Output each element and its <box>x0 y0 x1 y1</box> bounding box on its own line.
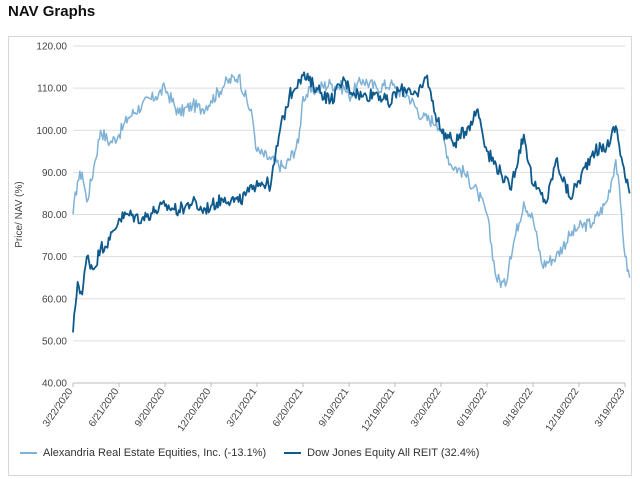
x-tick-label: 3/20/2022 <box>409 386 444 429</box>
y-tick-label: 90.00 <box>42 168 67 179</box>
legend-swatch-alexandria <box>20 452 37 454</box>
y-tick-labels: 40.00 50.00 60.00 70.00 80.00 90.00 100.00 110.… <box>36 42 67 390</box>
legend-item-alexandria[interactable]: Alexandria Real Estate Equities, Inc. (-… <box>20 447 266 459</box>
series-line-dow-jones <box>72 71 631 333</box>
y-tick-label: 100.00 <box>36 126 67 137</box>
legend-label-dow-jones: Dow Jones Equity All REIT (32.4%) <box>307 447 480 459</box>
y-tick-label: 50.00 <box>42 336 67 347</box>
x-tick-label: 6/20/2021 <box>271 386 306 429</box>
x-tick-label: 3/21/2021 <box>225 386 260 429</box>
x-tick-label: 3/22/2020 <box>41 386 76 429</box>
x-tick-label: 9/20/2020 <box>133 386 168 429</box>
x-tick-label: 9/19/2021 <box>317 386 352 429</box>
series-line-alexandria <box>72 73 631 289</box>
x-tick-label: 6/21/2020 <box>87 386 122 429</box>
y-tick-label: 120.00 <box>36 42 67 53</box>
page-title: NAV Graphs <box>8 3 96 20</box>
x-tick-label: 12/19/2021 <box>360 386 398 434</box>
x-tick-label: 6/19/2022 <box>455 386 490 429</box>
y-tick-label: 70.00 <box>42 252 67 263</box>
x-tick-label: 12/20/2020 <box>176 386 214 434</box>
series-lines <box>72 71 631 333</box>
x-tick-label: 12/18/2022 <box>544 386 582 434</box>
legend-label-alexandria: Alexandria Real Estate Equities, Inc. (-… <box>43 447 267 459</box>
legend-item-dow-jones[interactable]: Dow Jones Equity All REIT (32.4%) <box>284 447 479 459</box>
y-tick-label: 80.00 <box>42 210 67 221</box>
legend-swatch-dow-jones <box>284 452 302 454</box>
x-tick-labels: 3/22/2020 6/21/2020 9/20/2020 12/20/2020 3/2… <box>41 386 628 434</box>
x-tick-label: 9/18/2022 <box>501 386 536 429</box>
y-tick-label: 110.00 <box>37 84 67 95</box>
y-axis-title: Price/ NAV (%) <box>14 181 25 248</box>
chart-legend: Alexandria Real Estate Equities, Inc. (-… <box>20 447 497 459</box>
y-tick-label: 60.00 <box>42 294 67 305</box>
y-tick-label: 40.00 <box>42 379 67 390</box>
chart-panel <box>8 36 632 476</box>
x-tick-label: 3/19/2023 <box>593 386 628 429</box>
